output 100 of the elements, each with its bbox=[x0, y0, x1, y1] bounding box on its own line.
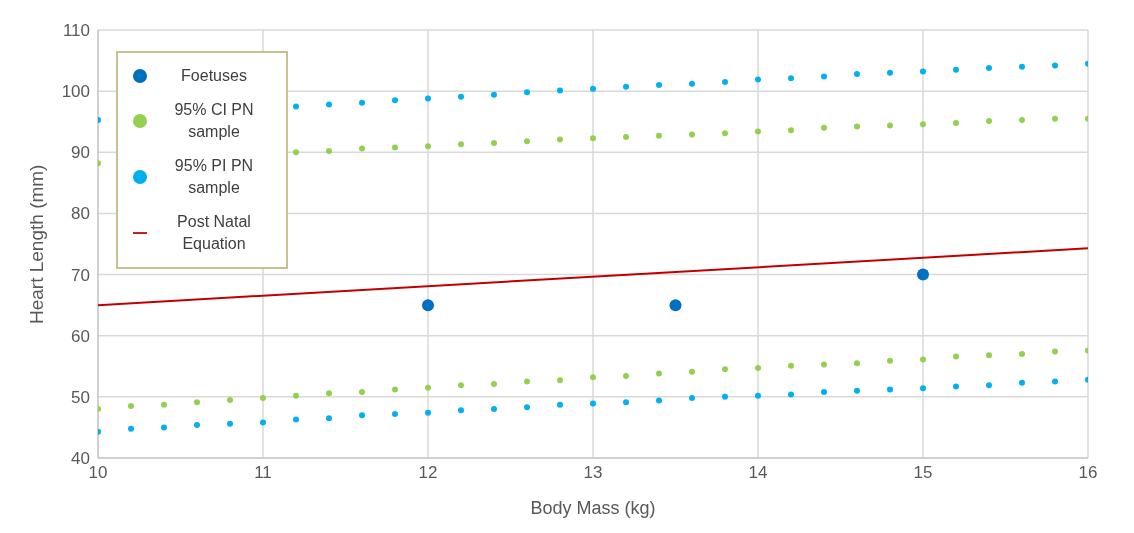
point bbox=[458, 93, 464, 100]
point bbox=[953, 353, 959, 360]
point bbox=[524, 138, 530, 145]
point bbox=[524, 404, 530, 411]
point bbox=[953, 66, 959, 73]
point bbox=[854, 387, 860, 394]
point bbox=[326, 101, 332, 108]
point bbox=[491, 406, 497, 413]
point bbox=[722, 130, 728, 137]
point bbox=[689, 395, 695, 402]
point bbox=[458, 407, 464, 414]
point bbox=[359, 145, 365, 152]
point bbox=[986, 382, 992, 389]
point bbox=[953, 383, 959, 390]
point bbox=[623, 373, 629, 380]
point bbox=[458, 141, 464, 148]
point bbox=[260, 395, 266, 402]
x-tick-label: 14 bbox=[748, 463, 768, 483]
point bbox=[422, 299, 434, 312]
point bbox=[917, 268, 929, 281]
point bbox=[326, 415, 332, 422]
point bbox=[557, 87, 563, 94]
point bbox=[887, 386, 893, 393]
point bbox=[1019, 116, 1025, 123]
x-tick-label: 15 bbox=[913, 463, 933, 483]
legend-label: Foetuses bbox=[180, 66, 248, 86]
point bbox=[392, 144, 398, 151]
point bbox=[920, 68, 926, 75]
point bbox=[821, 73, 827, 80]
point bbox=[227, 396, 233, 403]
point bbox=[194, 399, 200, 406]
point bbox=[392, 97, 398, 104]
point bbox=[524, 378, 530, 385]
y-tick-label: 70 bbox=[71, 265, 90, 285]
y-tick-label: 90 bbox=[71, 143, 90, 163]
point bbox=[755, 365, 761, 372]
point bbox=[194, 421, 200, 428]
point bbox=[788, 127, 794, 134]
x-tick-label: 11 bbox=[254, 463, 272, 483]
point bbox=[425, 409, 431, 416]
y-tick-label: 50 bbox=[71, 387, 90, 407]
x-tick-label: 12 bbox=[418, 463, 438, 483]
x-axis-title: Body Mass (kg) bbox=[530, 498, 656, 518]
point bbox=[161, 401, 167, 408]
point bbox=[1019, 351, 1025, 358]
point bbox=[392, 386, 398, 393]
point bbox=[887, 357, 893, 364]
point bbox=[689, 80, 695, 87]
point bbox=[293, 103, 299, 110]
point bbox=[722, 366, 728, 373]
point bbox=[623, 399, 629, 406]
point bbox=[128, 403, 134, 410]
point bbox=[326, 148, 332, 155]
point bbox=[458, 382, 464, 389]
point bbox=[887, 69, 893, 76]
point bbox=[854, 71, 860, 78]
point bbox=[227, 420, 233, 427]
y-tick-label: 40 bbox=[71, 449, 90, 469]
point bbox=[755, 76, 761, 83]
x-tick-label: 16 bbox=[1078, 463, 1098, 483]
point bbox=[821, 361, 827, 368]
x-tick-label: 10 bbox=[88, 463, 108, 483]
point bbox=[623, 83, 629, 90]
point bbox=[755, 128, 761, 135]
point bbox=[425, 384, 431, 391]
point bbox=[491, 381, 497, 388]
y-axis-title: Heart Length (mm) bbox=[25, 164, 47, 324]
point bbox=[821, 388, 827, 395]
point bbox=[1052, 348, 1058, 355]
point bbox=[656, 397, 662, 404]
point bbox=[425, 95, 431, 102]
x-tick-label: 13 bbox=[583, 463, 603, 483]
point bbox=[656, 82, 662, 89]
point bbox=[722, 78, 728, 85]
point bbox=[788, 362, 794, 369]
point bbox=[656, 132, 662, 139]
point bbox=[854, 360, 860, 367]
point bbox=[788, 391, 794, 398]
point bbox=[590, 374, 596, 381]
point bbox=[491, 140, 497, 147]
point bbox=[1019, 63, 1025, 70]
legend-label: 95% PI PN sample bbox=[173, 156, 255, 198]
point bbox=[293, 149, 299, 156]
point bbox=[1052, 62, 1058, 69]
y-tick-label: 110 bbox=[62, 21, 90, 41]
point bbox=[1052, 378, 1058, 385]
point bbox=[590, 85, 596, 92]
point bbox=[1052, 115, 1058, 122]
point bbox=[755, 392, 761, 399]
point bbox=[161, 424, 167, 431]
point bbox=[491, 91, 497, 98]
point bbox=[557, 401, 563, 408]
legend-label: Post Natal Equation bbox=[176, 212, 252, 254]
y-tick-label: 80 bbox=[71, 204, 90, 224]
point bbox=[689, 131, 695, 138]
point bbox=[524, 89, 530, 96]
point bbox=[788, 75, 794, 82]
legend-label: 95% CI PN sample bbox=[173, 100, 255, 142]
point bbox=[986, 352, 992, 359]
point bbox=[1019, 379, 1025, 386]
